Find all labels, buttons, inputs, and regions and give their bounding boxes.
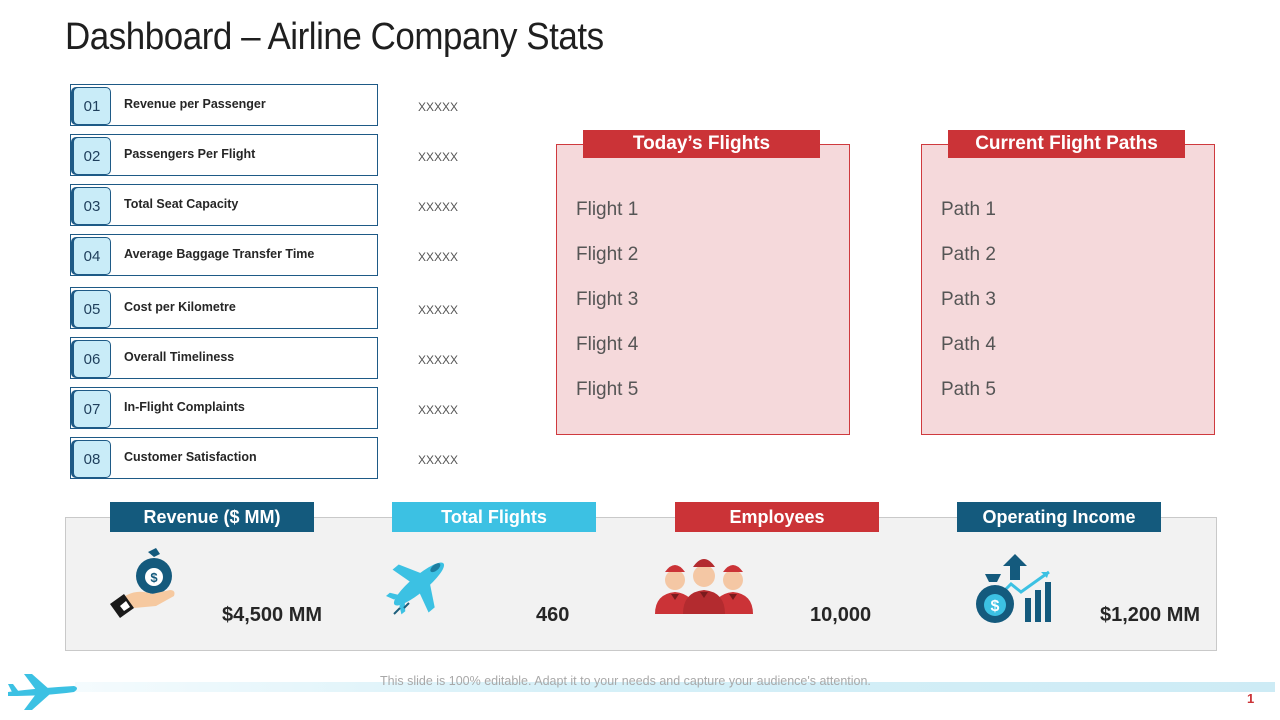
- kpi-row: 01 Revenue per Passenger XXXXX: [70, 84, 470, 126]
- kpi-value: XXXXX: [418, 100, 459, 114]
- page-title: Dashboard – Airline Company Stats: [65, 16, 604, 58]
- kpi-card: 07 In-Flight Complaints: [70, 387, 378, 429]
- kpi-card: 01 Revenue per Passenger: [70, 84, 378, 126]
- kpi-label: Customer Satisfaction: [124, 450, 257, 464]
- stats-band: [65, 517, 1217, 651]
- employees-value: 10,000: [810, 604, 872, 626]
- kpi-row: 05 Cost per Kilometre XXXXX: [70, 287, 470, 329]
- svg-text:$: $: [150, 570, 158, 585]
- flight-paths-title: Current Flight Paths: [948, 130, 1185, 158]
- revenue-header: Revenue ($ MM): [110, 502, 314, 532]
- path-item: Path 3: [941, 289, 996, 310]
- flight-item: Flight 3: [576, 289, 639, 310]
- kpi-value: XXXXX: [418, 353, 459, 367]
- kpi-number-badge: 08: [73, 440, 111, 478]
- flight-item: Flight 4: [576, 334, 639, 355]
- airplane-icon: [386, 562, 445, 615]
- flight-item: Flight 2: [576, 244, 639, 265]
- kpi-card: 08 Customer Satisfaction: [70, 437, 378, 479]
- page-number: 1: [1247, 691, 1255, 706]
- path-item: Path 4: [941, 334, 996, 355]
- footer-divider: [75, 682, 1275, 692]
- income-growth-icon: $: [976, 554, 1051, 623]
- total-flights-header: Total Flights: [392, 502, 596, 532]
- kpi-card: 06 Overall Timeliness: [70, 337, 378, 379]
- flight-item: Flight 1: [576, 199, 639, 220]
- total-flights-value: 460: [536, 604, 570, 626]
- kpi-card: 05 Cost per Kilometre: [70, 287, 378, 329]
- kpi-number-badge: 06: [73, 340, 111, 378]
- kpi-label: Cost per Kilometre: [124, 300, 236, 314]
- kpi-number-badge: 01: [73, 87, 111, 125]
- airplane-logo-icon: [8, 674, 77, 710]
- paths-list: Path 1 Path 2 Path 3 Path 4 Path 5: [941, 199, 996, 424]
- kpi-card: 04 Average Baggage Transfer Time: [70, 234, 378, 276]
- operating-income-header: Operating Income: [957, 502, 1161, 532]
- path-item: Path 1: [941, 199, 996, 220]
- kpi-value: XXXXX: [418, 200, 459, 214]
- kpi-value: XXXXX: [418, 453, 459, 467]
- kpi-label: In-Flight Complaints: [124, 400, 245, 414]
- footer-note: This slide is 100% editable. Adapt it to…: [380, 674, 871, 688]
- revenue-value: $4,500 MM: [222, 604, 323, 626]
- path-item: Path 5: [941, 379, 996, 400]
- kpi-label: Overall Timeliness: [124, 350, 235, 364]
- kpi-card: 02 Passengers Per Flight: [70, 134, 378, 176]
- kpi-value: XXXXX: [418, 403, 459, 417]
- kpi-number-badge: 07: [73, 390, 111, 428]
- kpi-value: XXXXX: [418, 250, 459, 264]
- crew-icon: [655, 559, 753, 614]
- operating-income-value: $1,200 MM: [1100, 604, 1201, 626]
- money-bag-hand-icon: $: [110, 548, 175, 618]
- path-item: Path 2: [941, 244, 996, 265]
- kpi-row: 03 Total Seat Capacity XXXXX: [70, 184, 470, 226]
- todays-flights-panel: Today’s Flights Flight 1 Flight 2 Flight…: [556, 130, 850, 435]
- kpi-value: XXXXX: [418, 303, 459, 317]
- kpi-number-badge: 03: [73, 187, 111, 225]
- kpi-value: XXXXX: [418, 150, 459, 164]
- kpi-label: Passengers Per Flight: [124, 147, 256, 161]
- kpi-row: 02 Passengers Per Flight XXXXX: [70, 134, 470, 176]
- flight-item: Flight 5: [576, 379, 639, 400]
- employees-header: Employees: [675, 502, 879, 532]
- flight-paths-panel: Current Flight Paths Path 1 Path 2 Path …: [921, 130, 1215, 435]
- kpi-number-badge: 05: [73, 290, 111, 328]
- kpi-row: 08 Customer Satisfaction XXXXX: [70, 437, 470, 479]
- svg-text:$: $: [991, 598, 1000, 615]
- kpi-row: 07 In-Flight Complaints XXXXX: [70, 387, 470, 429]
- kpi-row: 04 Average Baggage Transfer Time XXXXX: [70, 234, 470, 276]
- kpi-card: 03 Total Seat Capacity: [70, 184, 378, 226]
- kpi-label: Revenue per Passenger: [124, 97, 266, 111]
- flights-list: Flight 1 Flight 2 Flight 3 Flight 4 Flig…: [576, 199, 638, 424]
- kpi-label: Total Seat Capacity: [124, 197, 239, 211]
- kpi-row: 06 Overall Timeliness XXXXX: [70, 337, 470, 379]
- todays-flights-title: Today’s Flights: [583, 130, 820, 158]
- kpi-number-badge: 04: [73, 237, 111, 275]
- kpi-number-badge: 02: [73, 137, 111, 175]
- kpi-label: Average Baggage Transfer Time: [124, 247, 315, 261]
